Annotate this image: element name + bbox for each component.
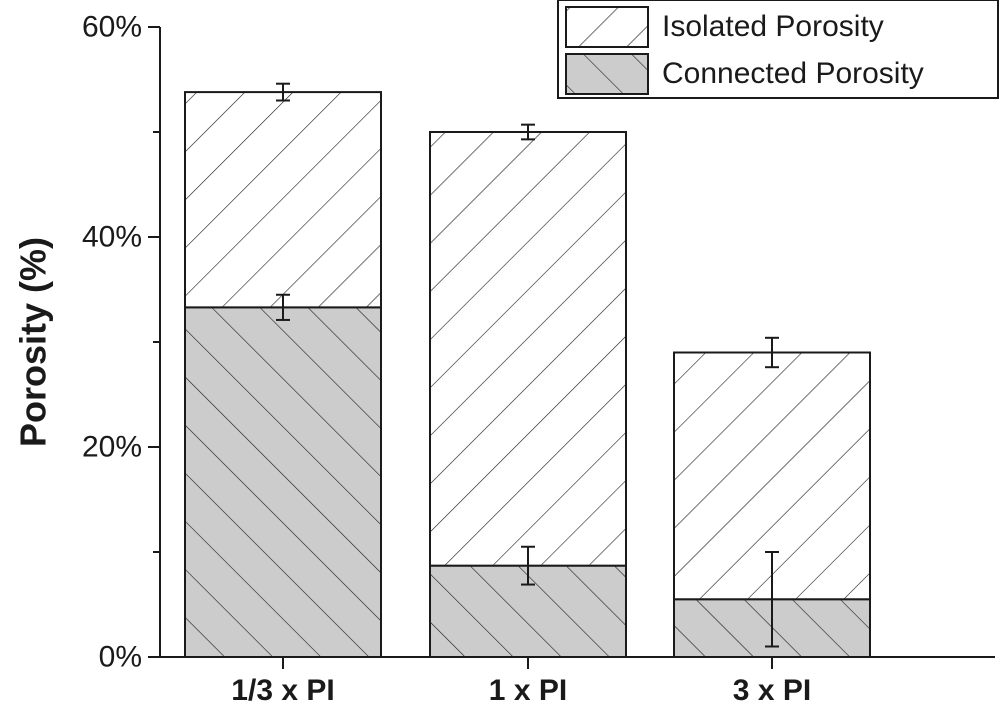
x-tick-label-2: 3 x PI: [733, 674, 811, 707]
y-tick-label-1: 20%: [82, 431, 142, 464]
bar-isolated-porosity-1: [429, 131, 627, 567]
legend-label-connected-porosity: Connected Porosity: [662, 57, 924, 90]
error-bars-layer: [276, 82, 779, 648]
bar-isolated-porosity-0: [184, 91, 382, 309]
bar-connected-porosity-0: [184, 306, 382, 658]
x-tick-label-0: 1/3 x PI: [231, 674, 334, 707]
x-tick-label-1: 1 x PI: [489, 674, 567, 707]
y-tick-label-2: 40%: [82, 221, 142, 254]
y-tick-label-3: 60%: [82, 11, 142, 44]
y-tick-label-0: 0%: [99, 641, 142, 674]
legend: Isolated Porosity Connected Porosity: [557, 0, 999, 99]
y-axis-title: Porosity (%): [13, 237, 54, 447]
legend-swatch-connected-porosity: [565, 53, 649, 95]
bars-layer: [184, 91, 871, 659]
legend-label-isolated-porosity: Isolated Porosity: [662, 10, 884, 43]
axes-layer: 0% 20% 40% 60% 1/3 x PI 1 x PI 3 x PI Porosity …: [13, 11, 995, 707]
legend-swatch-isolated-porosity: [565, 6, 649, 48]
